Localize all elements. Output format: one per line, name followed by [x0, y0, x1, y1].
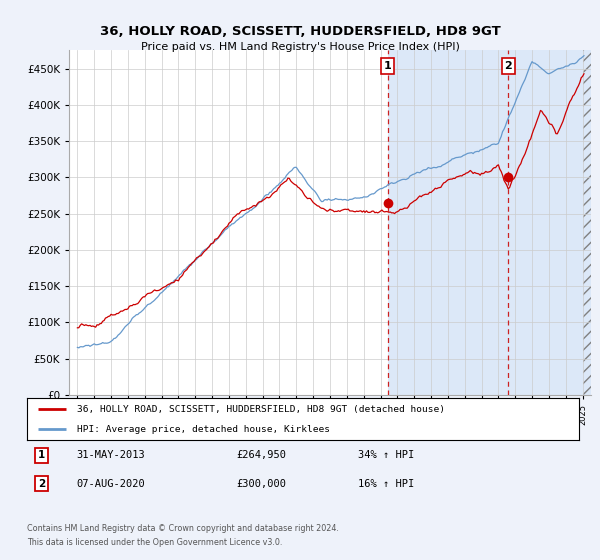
- Text: 1: 1: [38, 450, 45, 460]
- Text: 36, HOLLY ROAD, SCISSETT, HUDDERSFIELD, HD8 9GT: 36, HOLLY ROAD, SCISSETT, HUDDERSFIELD, …: [100, 25, 500, 38]
- Text: 2: 2: [504, 60, 512, 71]
- Text: 16% ↑ HPI: 16% ↑ HPI: [358, 479, 415, 488]
- Bar: [388, 50, 600, 395]
- Text: £264,950: £264,950: [237, 450, 287, 460]
- Text: 2: 2: [38, 479, 45, 488]
- Text: 34% ↑ HPI: 34% ↑ HPI: [358, 450, 415, 460]
- Text: 1: 1: [384, 60, 391, 71]
- Text: Price paid vs. HM Land Registry's House Price Index (HPI): Price paid vs. HM Land Registry's House …: [140, 42, 460, 52]
- Text: 07-AUG-2020: 07-AUG-2020: [77, 479, 145, 488]
- Bar: [583, 50, 600, 395]
- Text: This data is licensed under the Open Government Licence v3.0.: This data is licensed under the Open Gov…: [27, 538, 283, 547]
- Text: 31-MAY-2013: 31-MAY-2013: [77, 450, 145, 460]
- Text: Contains HM Land Registry data © Crown copyright and database right 2024.: Contains HM Land Registry data © Crown c…: [27, 524, 339, 533]
- Text: 36, HOLLY ROAD, SCISSETT, HUDDERSFIELD, HD8 9GT (detached house): 36, HOLLY ROAD, SCISSETT, HUDDERSFIELD, …: [77, 405, 445, 414]
- Text: £300,000: £300,000: [237, 479, 287, 488]
- Bar: [583, 50, 593, 395]
- Text: HPI: Average price, detached house, Kirklees: HPI: Average price, detached house, Kirk…: [77, 424, 329, 433]
